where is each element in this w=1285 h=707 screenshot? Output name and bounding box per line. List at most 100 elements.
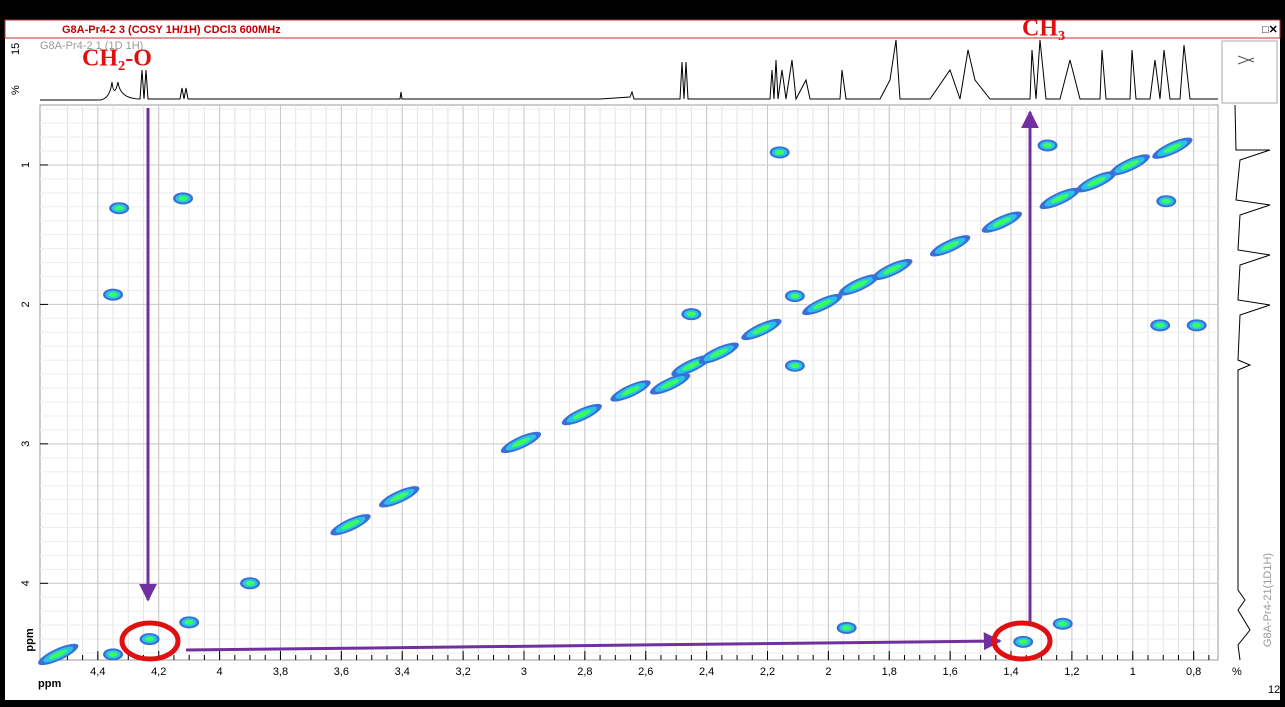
x-tick-label: 4,2: [151, 666, 166, 678]
cross-peak: [1039, 187, 1080, 210]
peak-core: [621, 386, 640, 396]
y-tick-label: 2: [20, 301, 32, 307]
peak-core: [390, 492, 409, 502]
right-trace-tick: %: [1232, 666, 1242, 678]
peak-core: [245, 580, 255, 586]
cross-peak: [698, 342, 739, 364]
cross-peak: [1150, 319, 1171, 332]
peak-core: [686, 311, 696, 317]
cross-peak: [103, 288, 124, 301]
x-axis-label: ppm: [38, 678, 61, 690]
peak-core: [108, 292, 118, 298]
peak-core: [1192, 322, 1202, 328]
peak-core: [941, 241, 960, 251]
peak-core: [883, 264, 902, 275]
y-tick-label: 3: [20, 441, 32, 447]
peak-core: [849, 280, 868, 290]
cross-peak: [1013, 635, 1034, 648]
cross-peak: [836, 621, 857, 634]
cross-peak: [981, 211, 1023, 233]
cross-peak: [610, 380, 651, 402]
cross-peak: [561, 403, 602, 426]
right-trace-label: G8A-Pr4-21(1D1H): [1262, 553, 1274, 647]
cross-peak: [784, 290, 805, 303]
x-tick-label: 4,4: [90, 666, 105, 678]
arrow: [185, 632, 1002, 652]
cross-peak: [1076, 171, 1117, 193]
peak-core: [842, 625, 852, 631]
y-tick-label: 4: [20, 580, 32, 586]
y-tick-label: 1: [20, 162, 32, 168]
peak-core: [572, 409, 591, 420]
cross-peak: [1186, 319, 1207, 332]
peak-core: [752, 324, 771, 335]
cross-peak: [681, 308, 702, 321]
peak-core: [1050, 193, 1069, 204]
cross-peak: [1052, 617, 1073, 630]
peak-core: [114, 205, 124, 211]
peak-core: [661, 379, 680, 389]
top-trace-tick: %: [10, 85, 22, 95]
cross-peak: [838, 274, 879, 296]
peak-core: [790, 293, 800, 299]
peak-core: [813, 299, 832, 310]
plot-area: [39, 104, 1219, 661]
cross-peak: [379, 486, 420, 508]
peak-core: [341, 520, 360, 530]
cross-peak: [173, 192, 194, 205]
peak-core: [1018, 639, 1028, 645]
x-tick-label: 2,8: [577, 666, 592, 678]
x-tick-label: 2,2: [760, 666, 775, 678]
cross-peak: [802, 293, 843, 316]
scissors-icon: [1237, 55, 1255, 65]
peak-core: [49, 649, 68, 660]
x-tick-label: 1,6: [942, 666, 957, 678]
window-title: G8A-Pr4-2 3 (COSY 1H/1H) CDCl3 600MHz: [62, 24, 281, 36]
cross-peak: [1037, 139, 1058, 152]
top-trace-tick: 15: [10, 43, 22, 55]
x-tick-label: 0,8: [1186, 666, 1201, 678]
x-tick-label: 1,2: [1064, 666, 1079, 678]
cross-peak: [1156, 195, 1177, 208]
cut-button[interactable]: [1221, 40, 1278, 104]
peak-core: [1163, 143, 1182, 153]
peak-core: [1087, 177, 1106, 187]
x-tick-label: 3,8: [273, 666, 288, 678]
cross-peak: [1152, 137, 1193, 159]
top-trace-label: G8A-Pr4-2 1 (1D 1H): [40, 40, 143, 52]
peak-core: [145, 636, 155, 642]
peak-core: [1161, 198, 1171, 204]
top-trace: [40, 39, 1218, 101]
cross-peak: [500, 431, 542, 454]
peak-core: [178, 196, 188, 201]
right-trace: [1234, 104, 1271, 661]
highlight-circle: [991, 620, 1053, 662]
annotation: CH₂-O: [82, 46, 152, 72]
cross-peak: [769, 146, 790, 159]
right-trace-tick: 12: [1268, 684, 1280, 696]
cross-peak: [38, 643, 79, 666]
peak-core: [511, 437, 530, 448]
window-controls[interactable]: □✕: [1262, 24, 1278, 36]
peak-core: [1120, 160, 1139, 170]
x-tick-label: 2,4: [699, 666, 714, 678]
cross-peak: [109, 202, 130, 215]
peak-core: [790, 363, 800, 369]
peak-core: [775, 150, 785, 155]
x-tick-label: 3,4: [395, 666, 410, 678]
x-tick-label: 3: [521, 666, 527, 678]
peak-core: [1058, 621, 1068, 627]
peak-core: [682, 361, 701, 371]
cross-peak: [784, 359, 805, 372]
x-tick-label: 1: [1130, 666, 1136, 678]
x-tick-label: 3,6: [334, 666, 349, 678]
peak-core: [184, 619, 194, 625]
cross-peak: [741, 318, 782, 341]
peak-core: [1043, 143, 1053, 148]
peak-core: [108, 652, 118, 657]
cross-peak: [103, 648, 124, 661]
cross-peak: [929, 235, 971, 257]
cross-peak: [139, 633, 160, 646]
y-axis-label: ppm: [24, 628, 36, 651]
